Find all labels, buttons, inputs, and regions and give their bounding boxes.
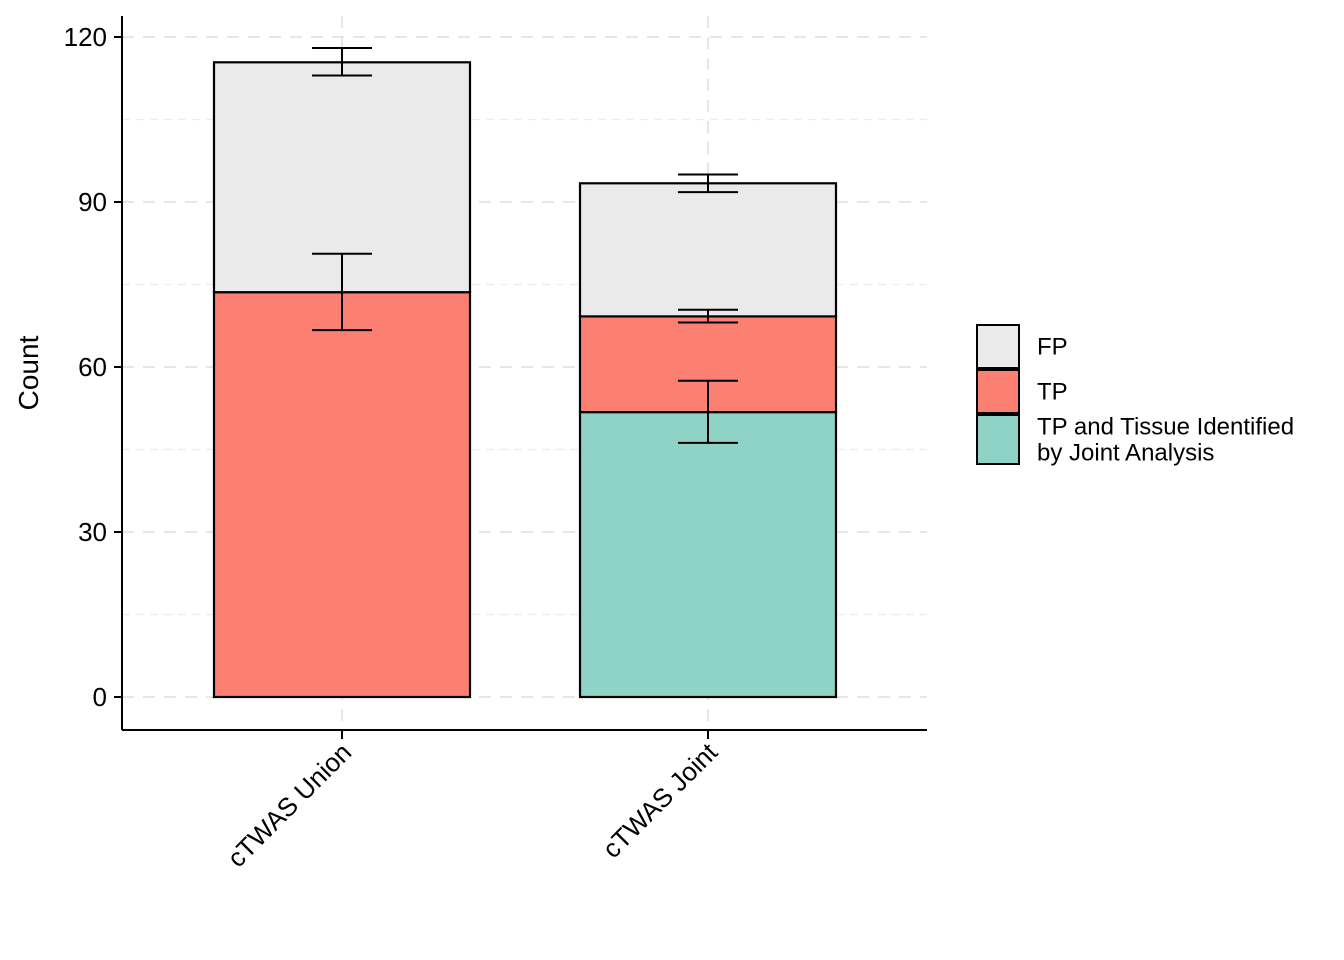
- legend-key: [976, 414, 1020, 465]
- legend-item: FP: [976, 324, 1068, 369]
- y-tick-label: 60: [78, 352, 107, 382]
- y-axis-title: Count: [13, 335, 44, 410]
- legend-label: TP: [1037, 379, 1068, 406]
- x-tick-label: cTWAS Union: [221, 737, 357, 873]
- error-bars: [312, 47, 738, 444]
- bar-segment-tp-and-tissue-identified-by-joint-analysis: [578, 411, 838, 699]
- bar-segment-tp: [212, 291, 472, 699]
- error-bar: [678, 379, 738, 444]
- axes: [121, 16, 927, 731]
- error-bar: [678, 173, 738, 194]
- y-tick-label: 30: [78, 517, 107, 547]
- bars: [212, 61, 838, 699]
- y-tick-label: 90: [78, 187, 107, 217]
- error-bar: [312, 252, 372, 332]
- legend-label: by Joint Analysis: [1037, 440, 1214, 467]
- legend-key: [976, 369, 1020, 414]
- x-tick-label: cTWAS Joint: [596, 736, 723, 863]
- y-tick-label: 0: [93, 682, 107, 712]
- x-ticks: cTWAS Union cTWAS Joint: [221, 730, 724, 873]
- error-bar: [312, 47, 372, 77]
- legend-key: [976, 324, 1020, 369]
- bar-segment-fp: [578, 182, 838, 318]
- y-ticks: 0 30 60 90 120: [64, 22, 122, 712]
- legend-label: TP and Tissue Identified: [1037, 414, 1294, 441]
- y-tick-label: 120: [64, 22, 107, 52]
- legend-label: FP: [1037, 334, 1068, 361]
- legend-item: TP: [976, 369, 1068, 414]
- error-bar: [678, 308, 738, 324]
